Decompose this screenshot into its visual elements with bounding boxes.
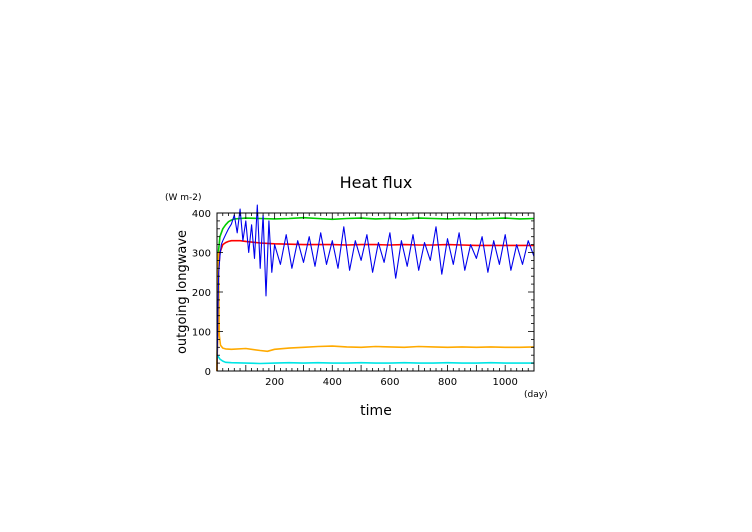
y-axis-label: outgoing longwave — [175, 230, 190, 354]
x-axis-unit: (day) — [524, 390, 548, 400]
x-axis-label: time — [360, 403, 392, 419]
y-tick-label: 0 — [205, 367, 211, 378]
x-tick-label: 600 — [380, 377, 399, 388]
y-tick-label: 300 — [192, 249, 211, 260]
tick-label-layer: 200 400 600 800 1000 0 100 200 300 400 — [192, 209, 518, 388]
series-line-4 — [216, 354, 534, 365]
series-line-2 — [216, 239, 534, 372]
plot-frame — [216, 212, 535, 372]
series-line-3 — [216, 251, 535, 372]
y-tick-label: 400 — [192, 209, 211, 220]
series-line-1 — [216, 216, 535, 372]
x-tick-label: 200 — [265, 377, 284, 388]
series-line-5 — [216, 204, 535, 372]
chart-title: Heat flux — [340, 173, 413, 192]
y-tick-label: 100 — [192, 328, 211, 339]
series-layer — [216, 204, 535, 372]
x-tick-label: 400 — [323, 377, 342, 388]
y-axis-unit: (W m-2) — [165, 193, 202, 203]
y-tick-label: 200 — [192, 288, 211, 299]
x-tick-label: 1000 — [492, 377, 517, 388]
x-tick-label: 800 — [438, 377, 457, 388]
